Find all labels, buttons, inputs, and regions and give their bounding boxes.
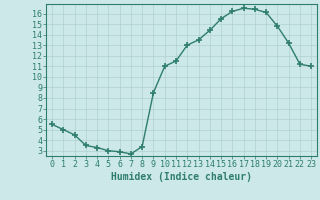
X-axis label: Humidex (Indice chaleur): Humidex (Indice chaleur) — [111, 172, 252, 182]
